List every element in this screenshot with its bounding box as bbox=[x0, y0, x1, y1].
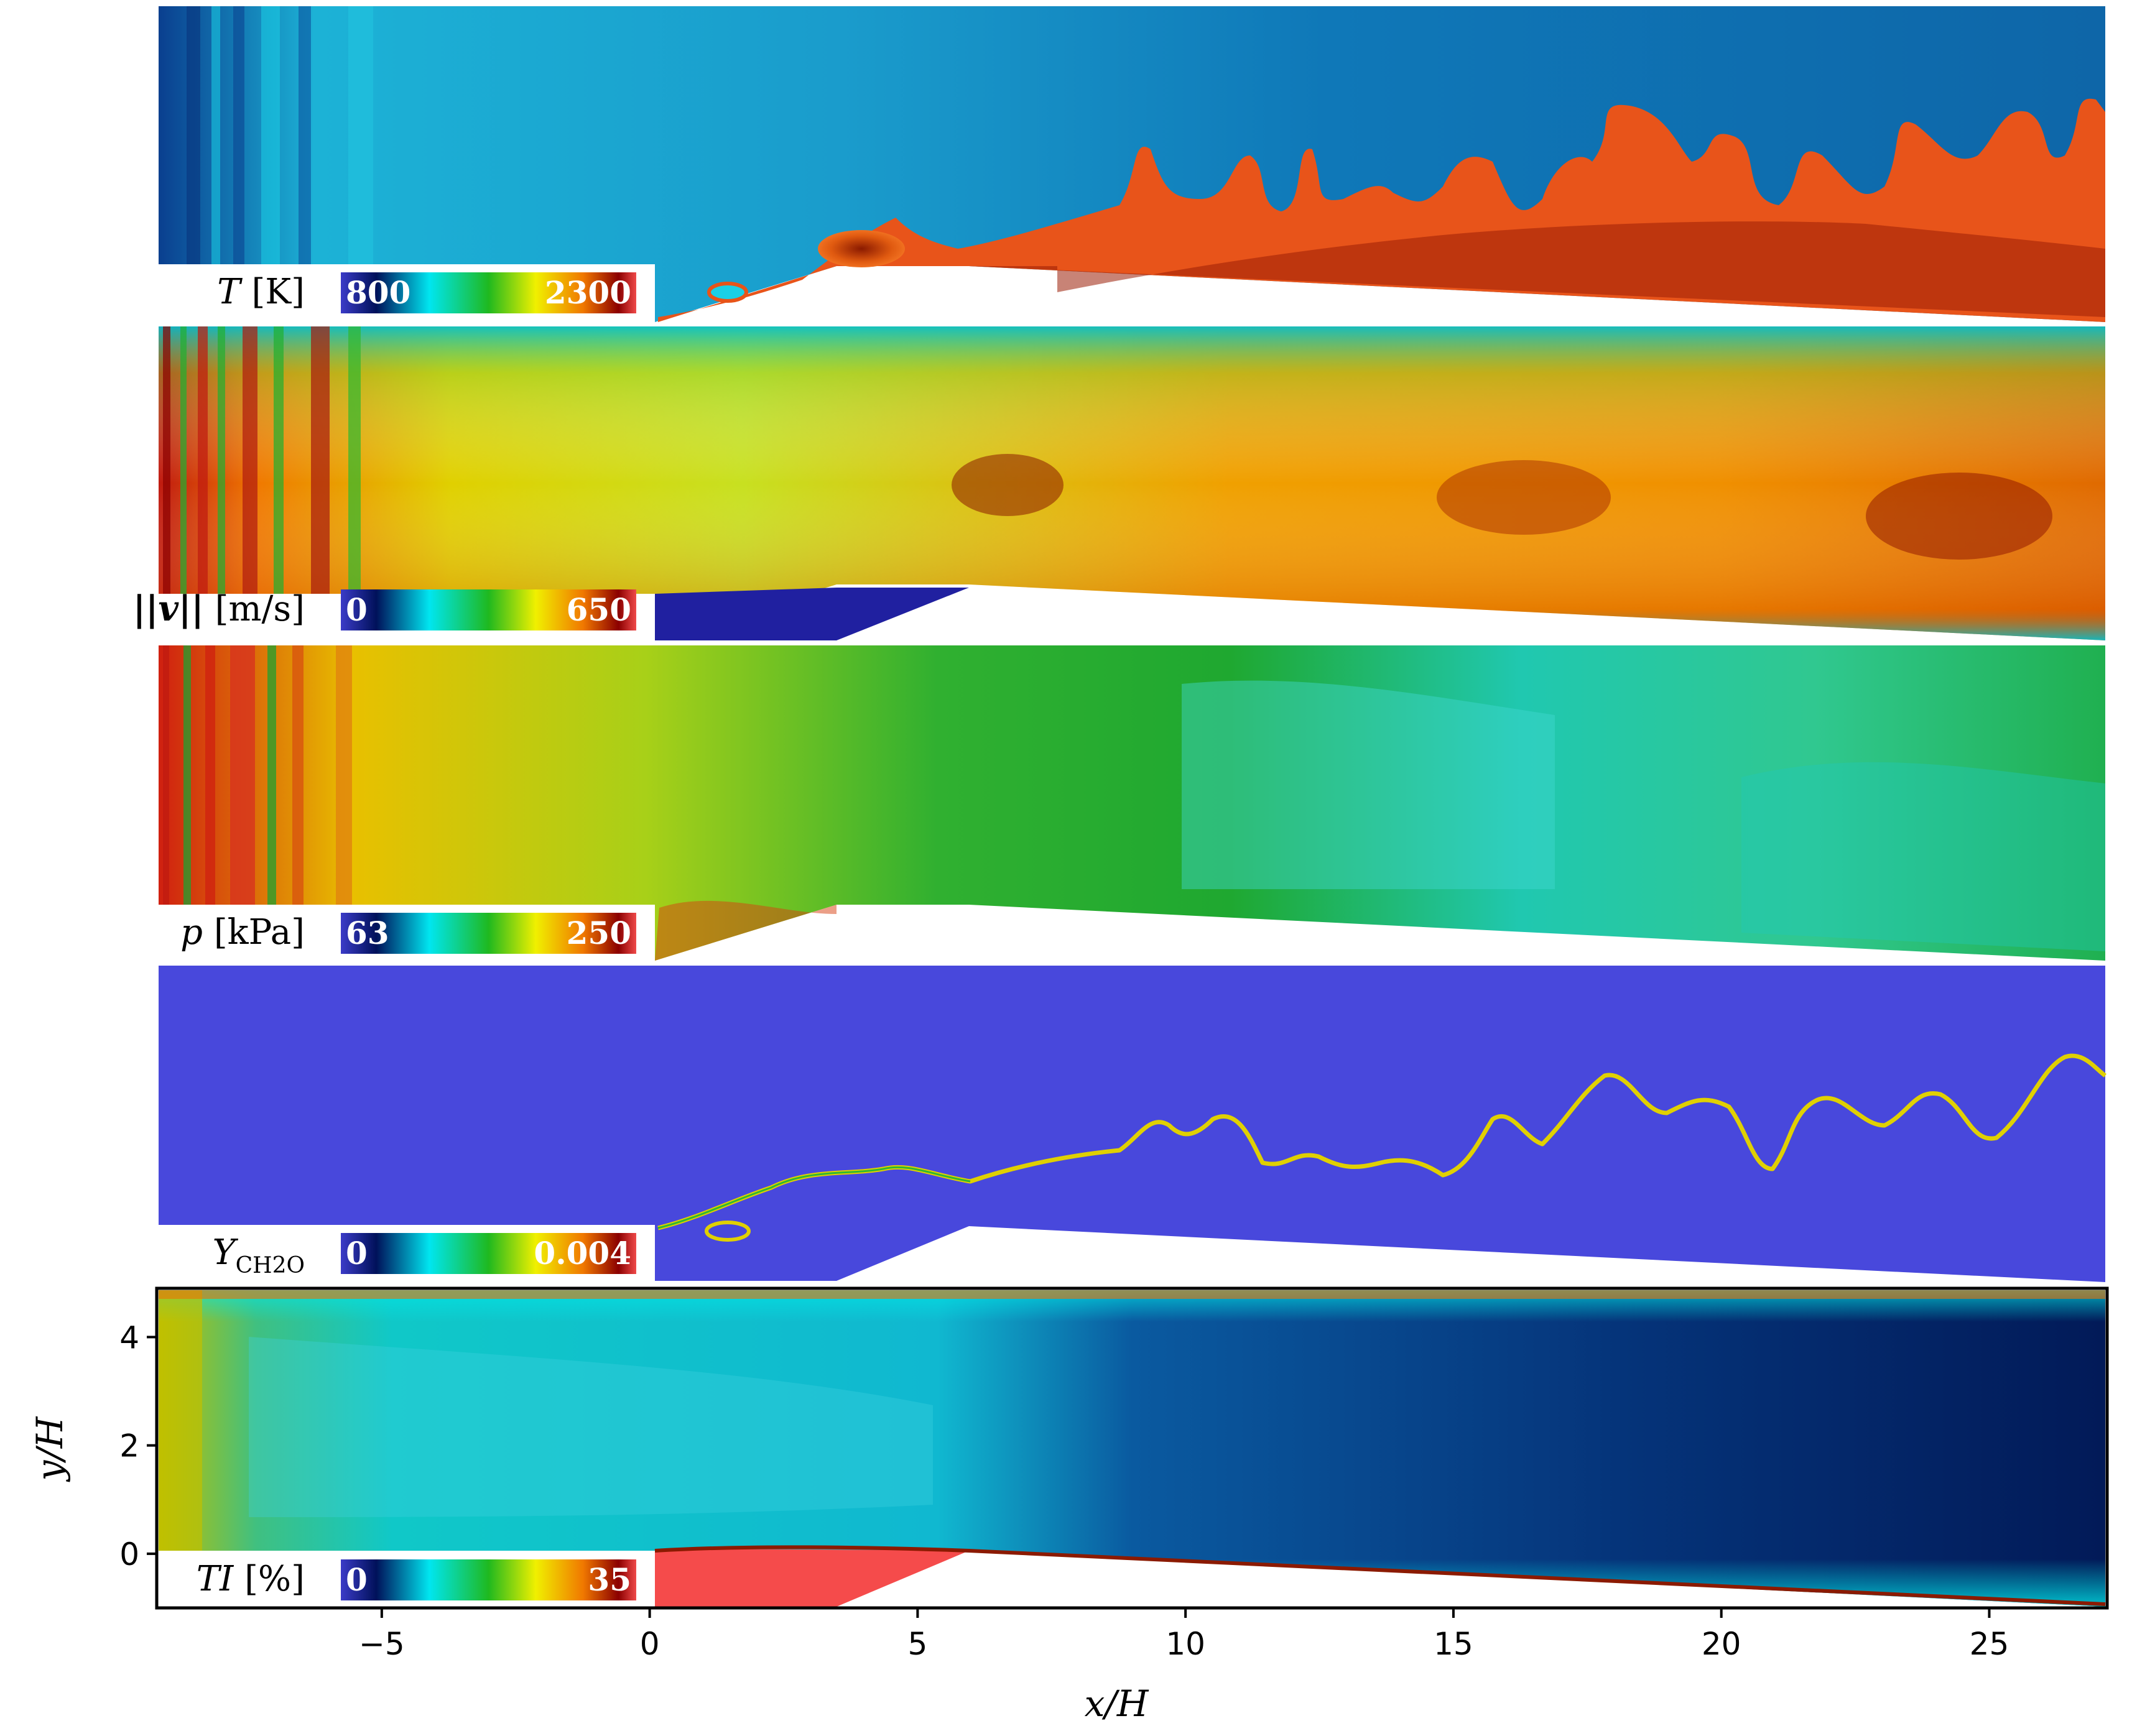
panel-label-symbol: Y bbox=[213, 1232, 239, 1273]
panel-label-p: p [kPa] bbox=[180, 912, 305, 953]
colorbar-max-TI: 35 bbox=[588, 1561, 631, 1598]
y-tick-label: 2 bbox=[119, 1428, 139, 1464]
axes-frame bbox=[155, 1286, 2109, 1610]
y-tick-label: 4 bbox=[119, 1319, 139, 1355]
ch2o-flame-front bbox=[657, 1053, 2107, 1230]
colorbar-Y bbox=[341, 1233, 636, 1274]
panel-label-unit: [m/s] bbox=[204, 589, 305, 629]
x-tick-label: 25 bbox=[1970, 1626, 2009, 1662]
panel-turbulence-intensity bbox=[159, 1290, 2106, 1607]
x-axis-label: x/H bbox=[1085, 1683, 1149, 1725]
colorbar-min-vel: 0 bbox=[346, 591, 368, 628]
panel-label-symbol: ||v|| bbox=[133, 588, 204, 629]
colorbar-max-Y: 0.004 bbox=[534, 1235, 631, 1272]
x-tick-label: 15 bbox=[1434, 1626, 1473, 1662]
x-tick-label: 10 bbox=[1166, 1626, 1205, 1662]
panel-label-symbol: TI bbox=[197, 1559, 234, 1599]
pressure-field bbox=[159, 645, 2105, 961]
colorbar-TI bbox=[341, 1559, 636, 1600]
panel-label-subscript: CH2O bbox=[236, 1253, 305, 1278]
colorbar-min-Y: 0 bbox=[346, 1235, 368, 1272]
y-tick-label: 0 bbox=[119, 1536, 139, 1572]
colorbar-min-p: 63 bbox=[346, 915, 389, 951]
flame-vortex bbox=[818, 230, 905, 267]
x-tick-label: 0 bbox=[640, 1626, 660, 1662]
panel-label-T: T [K] bbox=[217, 272, 305, 312]
axis-ticks: −5 0 5 10 15 20 25 0 2 4 bbox=[119, 1319, 2009, 1662]
x-tick-label: 20 bbox=[1702, 1626, 1741, 1662]
x-tick-label: −5 bbox=[359, 1626, 405, 1662]
panel-pressure bbox=[159, 645, 2105, 961]
colorbar-min-T: 800 bbox=[346, 274, 410, 311]
colorbar-min-TI: 0 bbox=[346, 1561, 368, 1598]
panel-label-TI: TI [%] bbox=[197, 1559, 305, 1599]
ti-cavity bbox=[655, 1549, 969, 1607]
panel-label-Y: YCH2O bbox=[213, 1232, 305, 1278]
flame-core bbox=[969, 221, 2105, 317]
ch2o-field bbox=[159, 966, 2105, 1282]
colorbar-max-T: 2300 bbox=[545, 274, 631, 311]
velocity-inlet-bands bbox=[163, 326, 361, 594]
panel-label-unit: [%] bbox=[233, 1559, 305, 1599]
panel-label-unit: [kPa] bbox=[203, 912, 305, 953]
colorbar-vel bbox=[341, 589, 636, 630]
x-tick-label: 5 bbox=[907, 1626, 927, 1662]
inlet-streaks bbox=[187, 6, 373, 264]
pressure-inlet-bands bbox=[163, 645, 352, 905]
colorbar-max-p: 250 bbox=[567, 915, 631, 951]
panel-label-unit: [K] bbox=[241, 272, 305, 312]
panel-label-symbol: T bbox=[217, 272, 243, 312]
panel-label-symbol: p bbox=[180, 912, 203, 953]
panel-velocity bbox=[159, 326, 2105, 640]
colorbar-p bbox=[341, 913, 636, 954]
flame-vortex-small bbox=[707, 282, 748, 303]
velocity-cavity bbox=[655, 588, 969, 640]
colorbar-max-vel: 650 bbox=[567, 591, 631, 628]
panel-label-vel: ||v|| [m/s] bbox=[133, 588, 305, 629]
colorbar-T bbox=[341, 272, 636, 313]
panel-labels: T [K] 800 2300 ||v|| [m/s] 0 650 p [kPa] 63 250 Y… bbox=[133, 272, 636, 1600]
ch2o-vortex bbox=[705, 1221, 751, 1242]
y-axis-label: y/H bbox=[29, 1416, 71, 1482]
